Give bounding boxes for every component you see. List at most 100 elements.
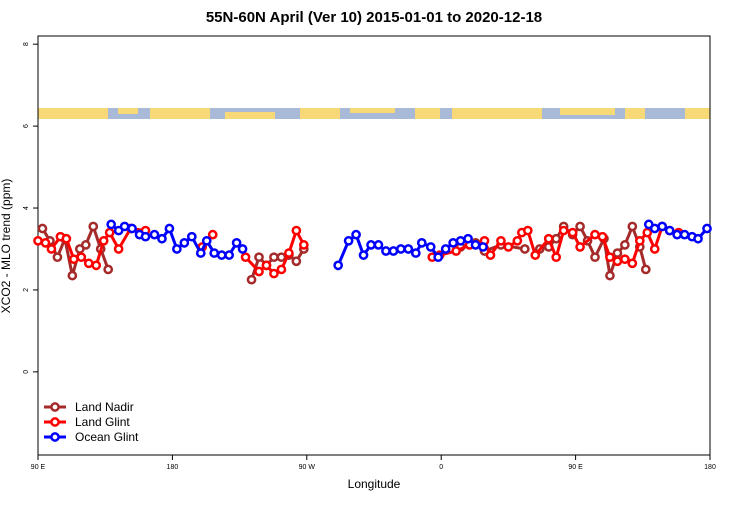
point: [240, 252, 251, 263]
point: [425, 242, 436, 252]
point: [37, 223, 48, 234]
y-tick-label: 0: [23, 370, 30, 374]
point: [543, 233, 554, 244]
legend-label: Land Glint: [75, 415, 130, 429]
point: [351, 229, 361, 240]
point: [366, 240, 376, 250]
point: [269, 252, 279, 263]
point: [388, 246, 399, 256]
legend-marker: [50, 417, 60, 427]
point: [201, 235, 212, 246]
point: [216, 250, 227, 260]
x-tick-label: 180: [704, 464, 716, 471]
y-tick-label: 8: [23, 42, 30, 46]
point: [558, 225, 569, 236]
point: [451, 246, 461, 256]
point: [575, 242, 585, 252]
legend-marker: [50, 402, 60, 412]
point: [396, 244, 406, 254]
point: [455, 235, 466, 246]
x-tick-label: 90 E: [31, 464, 46, 471]
point: [68, 254, 79, 265]
x-tick-label: 90 E: [568, 464, 583, 471]
point: [590, 229, 600, 240]
x-axis-label: Longitude: [348, 477, 401, 491]
point: [140, 231, 151, 242]
point: [519, 244, 530, 254]
point: [575, 221, 585, 232]
point: [627, 258, 638, 269]
point: [590, 252, 600, 263]
point: [291, 225, 302, 236]
point: [373, 240, 384, 250]
point: [567, 227, 578, 238]
point: [664, 225, 675, 236]
point: [76, 252, 87, 263]
point: [207, 229, 218, 240]
point: [612, 256, 623, 267]
point: [478, 242, 488, 252]
point: [551, 233, 562, 244]
chart-title: 55N-60N April (Ver 10) 2015-01-01 to 202…: [206, 9, 542, 26]
point: [693, 233, 703, 244]
point: [103, 264, 114, 275]
y-tick-label: 6: [23, 124, 30, 128]
point: [416, 237, 427, 248]
point: [605, 252, 615, 263]
point: [640, 264, 651, 275]
point: [381, 246, 391, 256]
point: [224, 250, 234, 260]
point: [343, 235, 354, 246]
point: [269, 268, 279, 279]
point: [627, 221, 638, 232]
point: [276, 264, 287, 275]
point: [620, 240, 630, 250]
point: [551, 252, 562, 263]
y-axis-label: XCO2 - MLO trend (ppm): [0, 179, 13, 314]
point: [195, 248, 206, 258]
point: [106, 219, 117, 230]
point: [440, 244, 451, 254]
point: [470, 240, 481, 250]
point: [512, 235, 523, 246]
x-tick-label: 0: [439, 464, 443, 471]
point: [333, 260, 344, 271]
point: [284, 248, 294, 258]
point: [231, 237, 242, 248]
point: [605, 270, 615, 281]
point: [448, 237, 458, 248]
point: [612, 248, 623, 258]
legend-label: Ocean Glint: [75, 430, 139, 444]
legend-marker: [50, 432, 60, 442]
point: [157, 233, 167, 244]
point: [410, 248, 421, 258]
point: [179, 237, 190, 248]
point: [620, 254, 630, 265]
point: [530, 250, 541, 260]
point: [433, 252, 444, 263]
point: [91, 260, 102, 271]
point: [237, 244, 248, 254]
map-strip: [38, 108, 710, 119]
point: [657, 221, 668, 232]
point: [46, 244, 57, 254]
point: [496, 235, 506, 246]
point: [113, 244, 124, 254]
point: [679, 229, 690, 240]
point: [649, 244, 660, 254]
point: [104, 227, 115, 238]
point: [80, 240, 91, 250]
point: [254, 266, 264, 277]
point: [246, 274, 257, 285]
point: [261, 260, 272, 271]
point: [634, 235, 645, 246]
point: [52, 252, 63, 263]
point: [702, 223, 712, 234]
point: [463, 233, 473, 244]
point: [40, 237, 51, 248]
point: [88, 221, 99, 232]
point: [358, 250, 369, 260]
point: [522, 225, 533, 236]
point: [276, 252, 287, 263]
